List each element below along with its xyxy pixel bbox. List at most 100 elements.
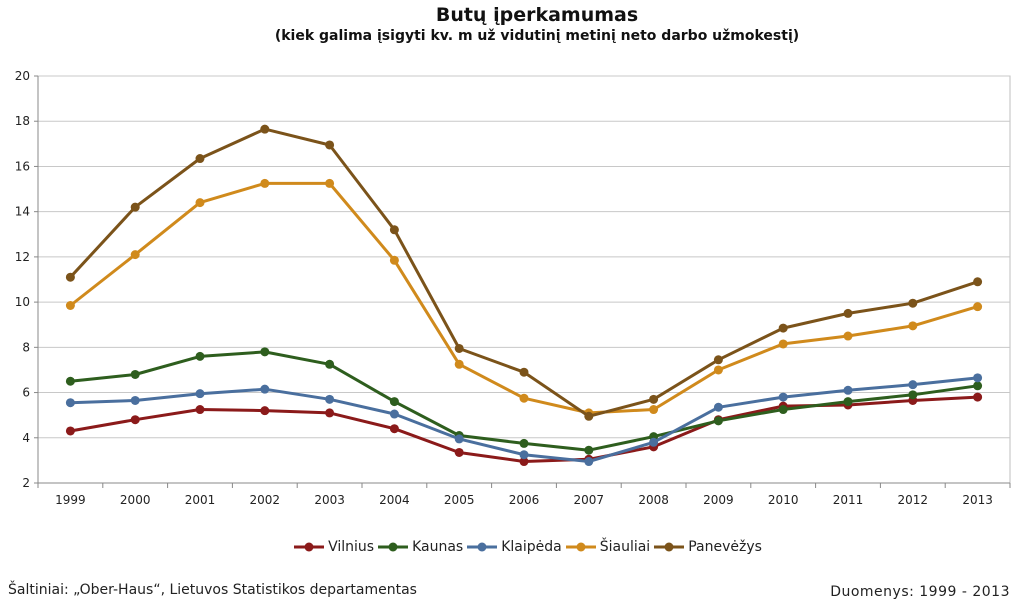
legend-item: Kaunas: [376, 539, 463, 555]
data-point: [195, 154, 205, 164]
y-tick-label: 12: [15, 250, 30, 264]
data-point: [195, 405, 205, 415]
legend-label: Vilnius: [328, 539, 375, 555]
data-point: [65, 426, 75, 436]
data-point: [584, 457, 594, 467]
data-point: [519, 450, 529, 460]
source-note: Šaltiniai: „Ober-Haus“, Lietuvos Statist…: [8, 582, 417, 598]
data-point: [908, 390, 918, 400]
data-point: [130, 415, 140, 425]
x-tick-label: 2001: [185, 493, 216, 507]
data-point: [843, 397, 853, 407]
data-point: [325, 178, 335, 188]
legend-label: Klaipėda: [501, 539, 562, 555]
data-point: [325, 359, 335, 369]
series-line-klaipėda: [70, 376, 978, 463]
x-tick-label: 2006: [509, 493, 540, 507]
data-period: Duomenys: 1999 - 2013: [830, 584, 1010, 600]
legend-item: Vilnius: [292, 539, 374, 555]
data-point: [454, 343, 464, 353]
data-point: [260, 384, 270, 394]
data-point: [778, 323, 788, 333]
x-tick-label: 2011: [833, 493, 864, 507]
series-line-šiauliai: [69, 181, 979, 415]
x-tick-label: 2013: [962, 493, 993, 507]
data-point: [778, 405, 788, 415]
data-point: [389, 397, 399, 407]
data-point: [325, 394, 335, 404]
data-point: [973, 302, 983, 312]
data-point: [454, 447, 464, 457]
x-tick-label: 2005: [444, 493, 475, 507]
legend-item: Klaipėda: [465, 539, 562, 555]
y-tick-label: 16: [15, 159, 30, 173]
data-point: [649, 394, 659, 404]
data-point: [130, 250, 140, 260]
legend-swatch: [467, 542, 498, 552]
data-point: [649, 437, 659, 447]
data-point: [973, 277, 983, 287]
legend-label: Panevėžys: [688, 539, 762, 555]
plot-area: [37, 75, 1011, 484]
x-tick-label: 2008: [638, 493, 669, 507]
data-point: [389, 225, 399, 235]
data-point: [778, 392, 788, 402]
data-point: [584, 411, 594, 421]
x-tick-label: 2010: [768, 493, 799, 507]
data-point: [260, 178, 270, 188]
legend-swatch: [378, 542, 409, 552]
data-point: [778, 339, 788, 349]
y-tick-label: 10: [15, 295, 30, 309]
data-point: [843, 308, 853, 318]
data-point: [260, 124, 270, 134]
data-point: [389, 255, 399, 265]
data-point: [65, 376, 75, 386]
data-point: [65, 398, 75, 408]
data-point: [713, 365, 723, 375]
y-tick-label: 8: [22, 340, 30, 354]
data-point: [195, 198, 205, 208]
legend-item: Šiauliai: [564, 539, 650, 555]
data-point: [325, 408, 335, 418]
y-tick-label: 20: [15, 69, 30, 83]
x-tick-label: 2012: [898, 493, 929, 507]
x-tick-label: 2003: [314, 493, 345, 507]
data-point: [713, 402, 723, 412]
data-point: [130, 369, 140, 379]
legend-swatch: [565, 542, 596, 552]
legend-item: Panevėžys: [652, 539, 762, 555]
data-point: [454, 434, 464, 444]
x-tick-label: 1999: [55, 493, 86, 507]
legend-label: Šiauliai: [599, 539, 651, 555]
data-point: [843, 385, 853, 395]
x-tick-label: 2009: [703, 493, 734, 507]
x-tick-label: 2007: [574, 493, 605, 507]
data-point: [973, 381, 983, 391]
y-tick-label: 18: [15, 114, 30, 128]
data-point: [973, 373, 983, 383]
legend-label: Kaunas: [412, 539, 464, 555]
data-point: [519, 393, 529, 403]
data-point: [713, 355, 723, 365]
data-point: [65, 272, 75, 282]
data-point: [843, 331, 853, 341]
data-point: [195, 351, 205, 361]
data-point: [649, 405, 659, 415]
data-point: [973, 392, 983, 402]
data-point: [584, 445, 594, 455]
data-point: [519, 457, 529, 467]
data-point: [519, 367, 529, 377]
data-point: [195, 389, 205, 399]
x-tick-label: 2000: [120, 493, 151, 507]
chart-title: Butų įperkamumas: [435, 4, 639, 26]
x-tick-label: 2002: [250, 493, 281, 507]
y-tick-label: 4: [22, 431, 30, 445]
chart-legend: Vilnius Kaunas Klaipėda Šiauliai Panevėžys: [0, 539, 1024, 557]
y-tick-label: 6: [22, 386, 30, 400]
data-point: [389, 409, 399, 419]
data-point: [713, 416, 723, 426]
data-point: [389, 424, 399, 434]
data-point: [519, 438, 529, 448]
data-point: [130, 202, 140, 212]
data-point: [908, 380, 918, 390]
